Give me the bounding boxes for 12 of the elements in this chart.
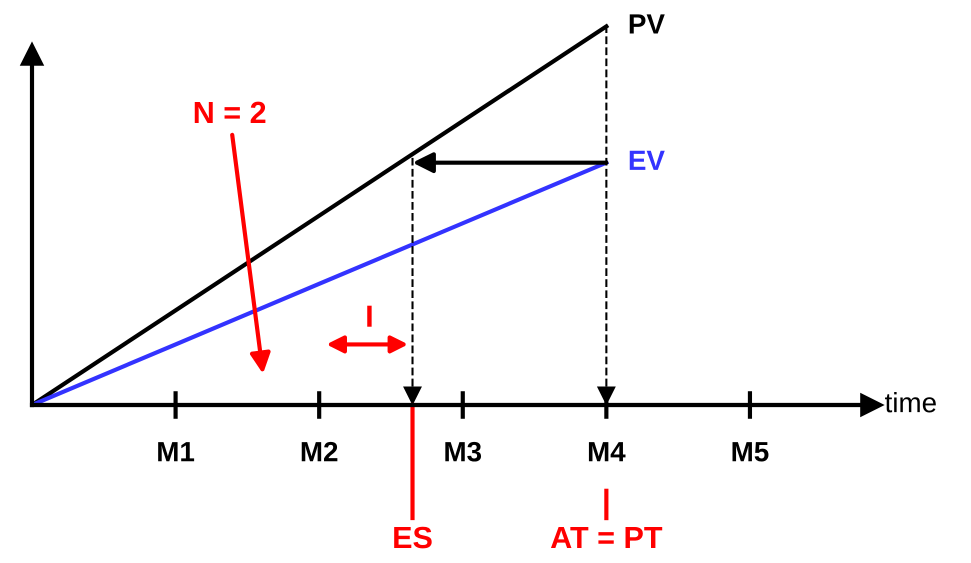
- x-tick-label: M2: [302, 442, 338, 462]
- series-label: EV: [630, 150, 665, 170]
- x-tick-label: M4: [588, 442, 626, 462]
- text: AT = PT: [550, 527, 662, 548]
- text: ES: [394, 526, 432, 548]
- series-label: PV: [630, 14, 665, 34]
- x-tick-label: M3: [445, 442, 482, 462]
- x-tick-label: M5: [732, 442, 768, 462]
- annotation: I: [367, 306, 372, 327]
- annotation: N = 2: [194, 102, 266, 124]
- x-axis-title: time: [885, 392, 936, 412]
- x-tick-label: M1: [158, 442, 194, 462]
